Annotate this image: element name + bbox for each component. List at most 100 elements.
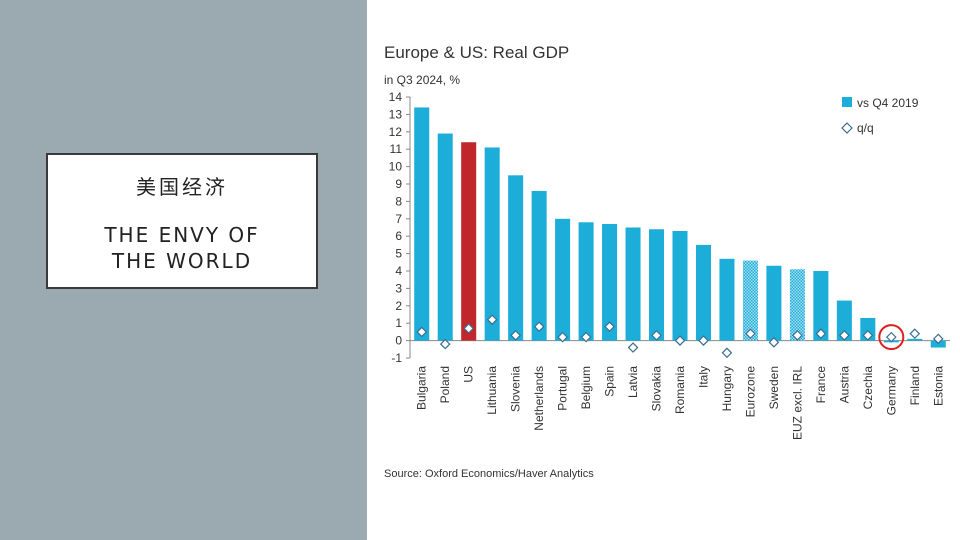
x-tick-label: Estonia bbox=[931, 366, 945, 406]
x-tick-label: Finland bbox=[908, 366, 922, 405]
x-tick-label: Portugal bbox=[556, 366, 570, 411]
x-tick-label: Romania bbox=[673, 366, 687, 414]
x-tick-label: Italy bbox=[696, 366, 710, 388]
y-tick-label: 0 bbox=[395, 334, 402, 348]
bar-lithuania bbox=[484, 147, 500, 341]
bar-netherlands bbox=[531, 190, 547, 341]
x-tick-label: Poland bbox=[438, 366, 452, 403]
x-tick-label: Slovenia bbox=[509, 366, 523, 412]
qq-marker bbox=[604, 321, 615, 333]
qq-marker bbox=[768, 336, 780, 348]
qq-marker bbox=[510, 330, 522, 341]
qq-marker bbox=[486, 314, 498, 326]
qq-marker bbox=[885, 331, 897, 343]
chart-source: Source: Oxford Economics/Haver Analytics bbox=[384, 468, 594, 480]
bar-hungary bbox=[719, 258, 735, 341]
y-tick-label: -1 bbox=[391, 351, 402, 365]
bar-belgium bbox=[578, 222, 594, 341]
legend-swatch-bar bbox=[842, 97, 852, 107]
chart: Europe & US: Real GDP in Q3 2024, % -1 0 1… bbox=[384, 43, 950, 480]
x-tick-label: Eurozone bbox=[743, 366, 757, 418]
slide-title-line-1: THE ENVY OF bbox=[104, 223, 260, 247]
x-tick-label: Hungary bbox=[720, 366, 734, 411]
bar-slovakia bbox=[649, 229, 665, 341]
bar-latvia bbox=[625, 227, 641, 341]
x-tick-label: Netherlands bbox=[532, 366, 546, 431]
qq-marker bbox=[815, 328, 827, 339]
y-tick-label: 12 bbox=[389, 125, 403, 139]
y-tick-label: 8 bbox=[395, 194, 402, 208]
bar-sweden bbox=[766, 265, 782, 341]
slide-title-box: 美国经济 THE ENVY OF THE WORLD bbox=[46, 153, 318, 289]
x-tick-label: Czechia bbox=[861, 366, 875, 410]
y-tick-label: 14 bbox=[389, 90, 403, 104]
y-tick-label: 11 bbox=[390, 142, 403, 156]
bar-series bbox=[414, 107, 946, 348]
x-tick-label: France bbox=[814, 366, 828, 404]
qq-marker bbox=[862, 330, 874, 341]
slide-title-english: THE ENVY OF THE WORLD bbox=[48, 222, 316, 274]
y-tick-label: 3 bbox=[395, 281, 402, 295]
bar-us bbox=[461, 142, 477, 341]
x-axis-labels: Bulgaria Poland US Lithuania Slovenia Netherl… bbox=[415, 366, 946, 440]
legend: vs Q4 2019 q/q bbox=[841, 96, 919, 135]
x-tick-label: Latvia bbox=[626, 366, 640, 398]
bar-poland bbox=[437, 133, 453, 341]
x-tick-label: US bbox=[462, 366, 476, 383]
qq-series bbox=[416, 314, 944, 359]
bar-france bbox=[813, 271, 829, 341]
bar-slovenia bbox=[508, 175, 524, 341]
legend-swatch-marker bbox=[841, 122, 853, 134]
qq-marker bbox=[416, 326, 428, 338]
qq-marker bbox=[533, 321, 545, 333]
y-tick-label: 13 bbox=[389, 107, 403, 121]
bar-italy bbox=[695, 244, 711, 341]
qq-marker bbox=[745, 328, 756, 339]
chart-title: Europe & US: Real GDP bbox=[384, 43, 569, 62]
chart-subtitle: in Q3 2024, % bbox=[384, 73, 460, 87]
y-tick-label: 2 bbox=[395, 299, 402, 313]
bar-bulgaria bbox=[414, 107, 430, 341]
slide-title-line-2: THE WORLD bbox=[111, 249, 253, 273]
bar-austria bbox=[836, 300, 852, 341]
y-tick-label: 6 bbox=[395, 229, 402, 243]
x-tick-label: Germany bbox=[884, 366, 898, 415]
qq-marker bbox=[698, 335, 709, 346]
bar-eurozone bbox=[742, 260, 758, 341]
bar-spain bbox=[602, 224, 618, 341]
qq-marker bbox=[932, 333, 944, 345]
y-tick-label: 4 bbox=[395, 264, 402, 278]
slide-title-chinese: 美国经济 bbox=[136, 175, 228, 199]
qq-marker bbox=[674, 335, 686, 346]
germany-highlight-circle bbox=[878, 324, 905, 351]
bar-portugal bbox=[555, 218, 571, 341]
qq-marker bbox=[627, 342, 639, 353]
bar-romania bbox=[672, 230, 688, 341]
legend-label-marker: q/q bbox=[857, 121, 874, 135]
x-tick-label: Austria bbox=[837, 366, 851, 404]
legend-label-bar: vs Q4 2019 bbox=[857, 96, 919, 110]
y-tick-label: 5 bbox=[395, 247, 402, 261]
qq-marker bbox=[792, 330, 803, 341]
bar-euz-excl-irl bbox=[789, 269, 805, 341]
qq-marker bbox=[580, 331, 592, 343]
x-tick-label: Belgium bbox=[579, 366, 593, 409]
bar-finland bbox=[907, 338, 923, 341]
x-tick-label: Sweden bbox=[767, 366, 781, 409]
x-tick-label: EUZ excl. IRL bbox=[790, 366, 804, 440]
qq-marker bbox=[651, 330, 662, 341]
qq-marker bbox=[439, 338, 451, 350]
x-tick-label: Slovakia bbox=[650, 366, 664, 412]
x-tick-label: Spain bbox=[603, 366, 617, 397]
y-tick-label: 10 bbox=[389, 160, 403, 174]
qq-marker bbox=[721, 347, 733, 359]
qq-marker bbox=[463, 323, 475, 334]
qq-marker bbox=[909, 328, 921, 339]
x-tick-label: Bulgaria bbox=[415, 366, 429, 410]
y-tick-label: 9 bbox=[395, 177, 402, 191]
qq-marker bbox=[838, 330, 850, 341]
qq-marker bbox=[557, 331, 568, 343]
y-tick-label: 7 bbox=[395, 212, 402, 226]
x-tick-label: Lithuania bbox=[485, 366, 499, 415]
y-tick-label: 1 bbox=[395, 316, 402, 330]
